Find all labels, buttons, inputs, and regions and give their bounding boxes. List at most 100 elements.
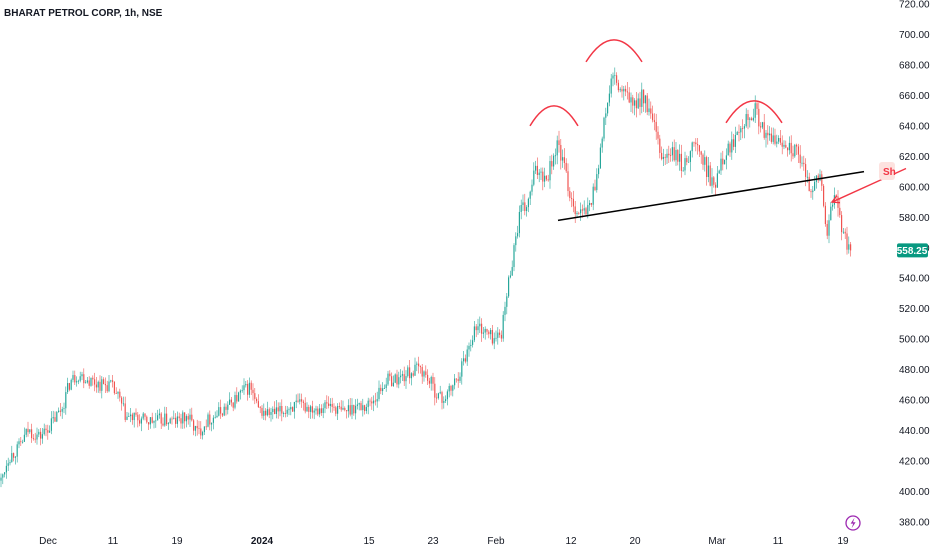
candle-body [382,388,384,392]
candle-body [819,174,821,181]
y-axis[interactable]: 720.00 700.00 680.00 660.00 640.00 620.00 600.… [899,0,930,529]
candle-body [369,400,371,402]
candle-body [742,128,744,129]
candle-body [108,381,110,392]
candle-body [428,380,430,384]
x-tick-label: 23 [427,536,439,547]
candle-body [144,413,146,417]
candle-body [364,405,366,412]
candle-body [212,417,214,423]
candle-body [38,431,40,435]
candle-body [261,407,263,416]
candle-body [412,373,414,376]
candle-body [349,405,351,415]
candle-body [288,409,290,411]
candle-body [295,400,297,402]
candle-body [290,407,292,410]
candle-body [673,147,675,161]
candle-body [236,395,238,402]
candle-body [416,363,418,365]
candle-body [333,406,335,408]
candle-body [594,186,596,191]
candle-body [841,215,843,233]
candle-body [527,198,529,208]
candle-body [776,141,778,144]
x-tick-label: 19 [837,536,849,547]
candle-body [5,465,7,473]
candle-body [765,132,767,138]
candle-body [826,224,828,236]
candle-body [761,122,763,128]
candle-body [671,147,673,156]
candle-body [389,373,391,377]
candle-body [455,378,457,380]
candle-body [281,406,283,414]
candle-body [97,381,99,388]
candle-body [686,158,688,163]
candle-body [589,203,591,206]
y-tick-label: 700.00 [899,30,930,41]
neckline [557,170,865,222]
candle-body [733,139,735,147]
candle-body [846,233,848,250]
x-axis[interactable]: Dec 11 19 2024 15 23 Feb 12 20 Mar 11 19 [39,536,849,547]
candle-body [653,120,655,122]
candle-body [405,376,407,382]
candle-body [117,391,119,394]
candle-body [61,408,63,412]
candle-body [524,202,526,212]
candle-body [275,407,277,414]
candle-body [810,191,812,193]
candle-body [560,144,562,161]
candle-body [506,296,508,307]
candle-body [36,434,38,440]
candle-body [140,418,142,424]
candle-body [799,154,801,164]
candle-body [151,417,153,423]
candle-body [787,147,789,151]
candle-body [805,164,807,177]
y-tick-label: 580.00 [899,213,930,224]
candle-body [772,135,774,142]
candle-body [477,326,479,331]
candle-body [214,417,216,419]
candle-body [747,114,749,120]
candle-body [171,418,173,420]
candle-body [158,413,160,416]
candle-body [619,89,621,91]
candle-body [322,408,324,413]
candle-body [680,153,682,171]
x-tick-label: 11 [108,536,119,547]
candle-body [499,332,501,335]
x-tick-label: Feb [487,536,505,547]
callout-text: Sh [883,167,896,178]
candle-body [337,406,339,414]
candle-body [218,407,220,416]
candle-body [704,157,706,165]
candle-body [400,375,402,378]
candle-body [378,387,380,400]
candle-body [409,367,411,379]
candle-body [178,416,180,419]
candle-body [464,358,466,362]
pattern-arc [725,100,783,124]
candle-body [504,306,506,315]
candle-body [774,135,776,144]
lightning-icon[interactable] [845,515,861,531]
candle-body [76,381,78,383]
candle-body [572,198,574,207]
candle-body [425,371,427,375]
candle-body [466,349,468,362]
candle-body [131,414,133,421]
candle-body [77,380,79,382]
candle-body [9,462,11,464]
candle-body [230,399,232,403]
candle-body [450,386,452,391]
candle-body [520,204,522,212]
candle-body [74,375,76,383]
candle-body [641,89,643,107]
candle-body [702,154,704,165]
candle-body [752,117,754,121]
candle-body [508,277,510,297]
